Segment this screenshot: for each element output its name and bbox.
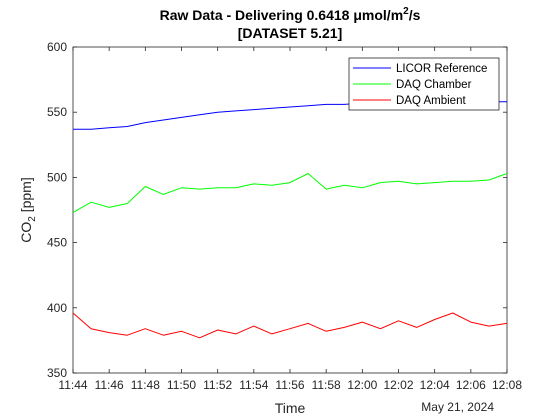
legend-label: DAQ Ambient	[396, 95, 466, 107]
x-tick-label: 11:50	[167, 378, 196, 392]
legend-label: LICOR Reference	[396, 63, 487, 75]
legend-label: DAQ Chamber	[396, 79, 472, 91]
y-tick-label: 600	[47, 40, 67, 54]
y-tick-label: 450	[47, 236, 67, 250]
x-tick-label: 12:00	[347, 378, 377, 392]
x-axis: 11:44 11:46 11:48 11:50 11:52 11:54 11:56 11:58…	[58, 47, 522, 392]
x-tick-label: 12:08	[492, 378, 522, 392]
x-axis-label: Time	[275, 400, 306, 416]
y-axis-label: CO2 [ppm]	[18, 177, 38, 242]
series-line-2	[72, 312, 508, 339]
x-tick-label: 11:58	[312, 378, 341, 392]
chart-title-suffix: /s	[409, 7, 421, 23]
x-tick-label: 11:56	[275, 378, 304, 392]
x-tick-label: 12:02	[383, 378, 413, 392]
y-axis-label-main: CO	[18, 222, 34, 243]
x-tick-label: 11:52	[203, 378, 232, 392]
chart-title: Raw Data - Delivering 0.6418 μmol/m2/s	[160, 6, 421, 23]
chart-subtitle: [DATASET 5.21]	[238, 25, 343, 41]
y-tick-label: 550	[47, 105, 67, 119]
y-axis: 350 400 450 500 550 600	[47, 40, 507, 380]
y-tick-label: 400	[47, 301, 67, 315]
x-tick-label: 11:48	[131, 378, 160, 392]
y-tick-label: 350	[47, 366, 67, 380]
y-axis-label-subscript: 2	[27, 216, 38, 222]
series-line-1	[72, 173, 508, 214]
y-axis-label-unit: [ppm]	[18, 177, 34, 216]
x-tick-label: 12:06	[456, 378, 486, 392]
date-label: May 21, 2024	[421, 400, 494, 414]
x-tick-label: 12:04	[420, 378, 450, 392]
legend: LICOR Reference DAQ Chamber DAQ Ambient	[348, 57, 500, 111]
chart-title-main: Raw Data - Delivering 0.6418 μmol/m	[160, 7, 404, 23]
chart-title-superscript: 2	[403, 6, 409, 17]
x-tick-label: 11:46	[95, 378, 124, 392]
y-tick-label: 500	[47, 170, 67, 184]
x-tick-label: 11:44	[58, 378, 87, 392]
x-tick-label: 11:54	[239, 378, 268, 392]
